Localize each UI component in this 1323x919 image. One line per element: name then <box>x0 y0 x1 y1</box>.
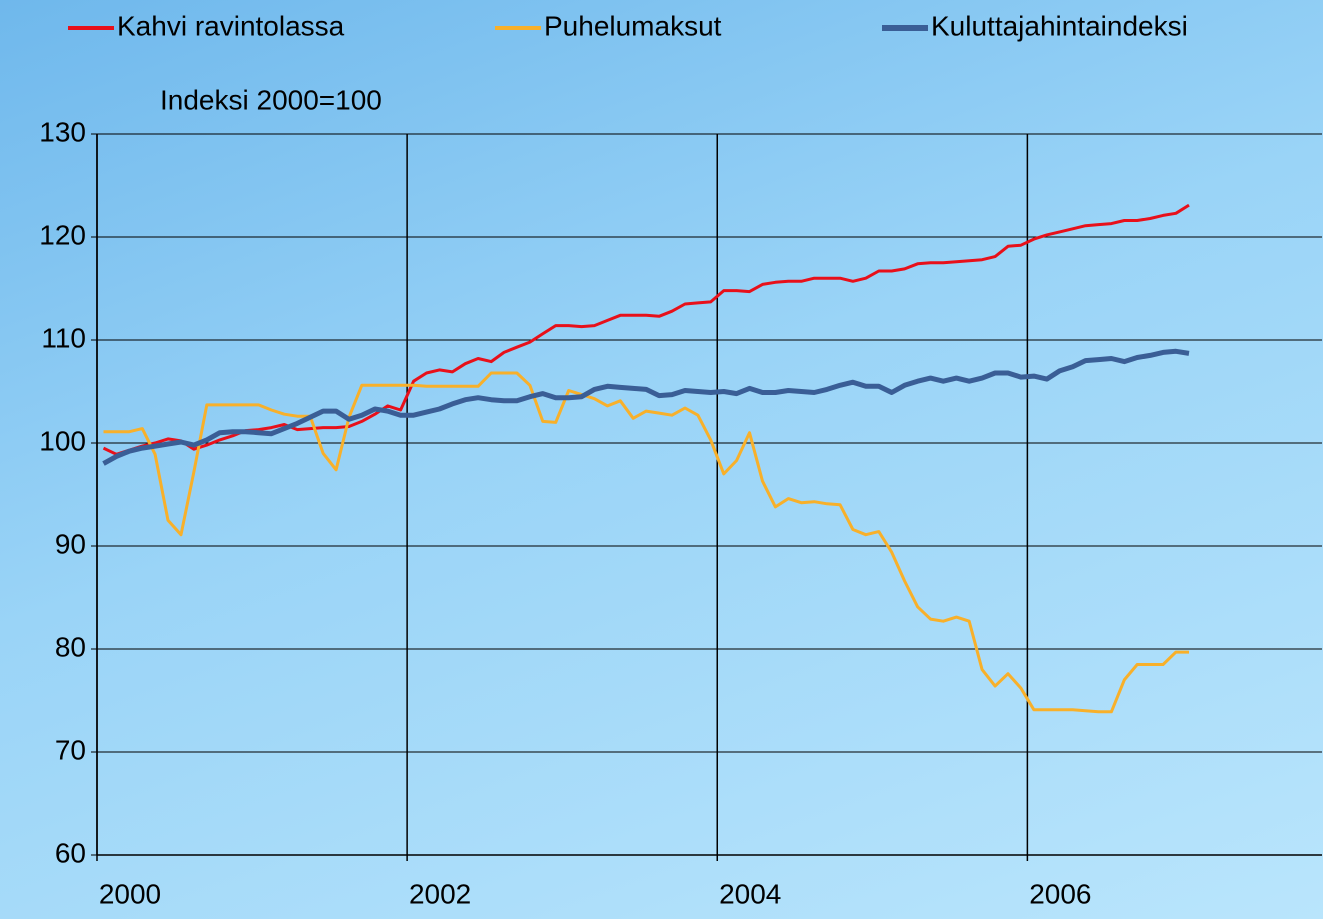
series-line <box>102 203 1190 456</box>
y-tick-label: 70 <box>55 734 86 765</box>
y-tick-label: 110 <box>41 322 86 353</box>
y-tick-label: 80 <box>55 631 86 662</box>
x-tick-label: 2004 <box>719 878 781 909</box>
x-tick-label: 2002 <box>409 878 471 909</box>
y-tick-label: 120 <box>39 219 86 250</box>
series-line <box>102 348 1190 466</box>
chart-subtitle: Indeksi 2000=100 <box>160 84 382 115</box>
legend-label: Kuluttajahintaindeksi <box>931 10 1188 41</box>
y-tick-label: 90 <box>55 528 86 559</box>
y-tick-label: 130 <box>39 116 86 147</box>
y-tick-label: 100 <box>39 425 86 456</box>
legend-label: Kahvi ravintolassa <box>117 10 345 41</box>
y-tick-label: 60 <box>55 837 86 868</box>
x-tick-label: 2000 <box>99 878 161 909</box>
x-tick-label: 2006 <box>1029 878 1091 909</box>
legend-label: Puhelumaksut <box>544 10 722 41</box>
series-line <box>103 371 1189 714</box>
